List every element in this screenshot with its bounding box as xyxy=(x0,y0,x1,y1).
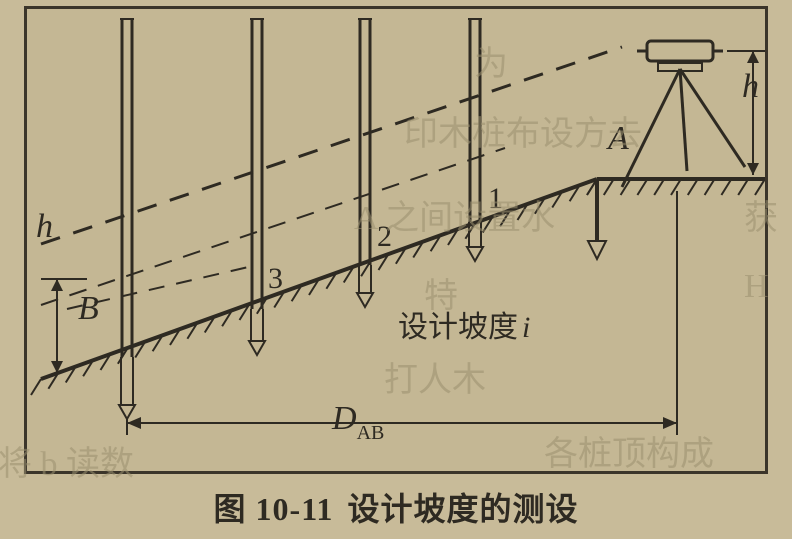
figure-title: 设计坡度的测设 xyxy=(347,491,578,527)
figure-number: 图 10-11 xyxy=(214,491,334,527)
point-A-label: A xyxy=(608,120,629,158)
figure-frame xyxy=(24,6,768,474)
h-right-label: h xyxy=(742,68,759,106)
slope-label: 设计坡度i xyxy=(398,302,530,346)
point-B-label: B xyxy=(78,290,99,328)
distance-label: DAB xyxy=(332,400,384,443)
slope-symbol: i xyxy=(522,311,530,344)
slope-label-text: 设计坡度 xyxy=(398,311,518,344)
stake-1-label: 1 xyxy=(488,182,503,216)
distance-sub: AB xyxy=(357,422,385,444)
stake-2-label: 2 xyxy=(377,220,392,254)
figure-caption: 图 10-11 设计坡度的测设 xyxy=(0,484,792,530)
stake-3-label: 3 xyxy=(268,262,283,296)
diagram-svg xyxy=(27,9,765,471)
distance-D: D xyxy=(332,400,357,437)
h-left-label: h xyxy=(36,208,53,246)
